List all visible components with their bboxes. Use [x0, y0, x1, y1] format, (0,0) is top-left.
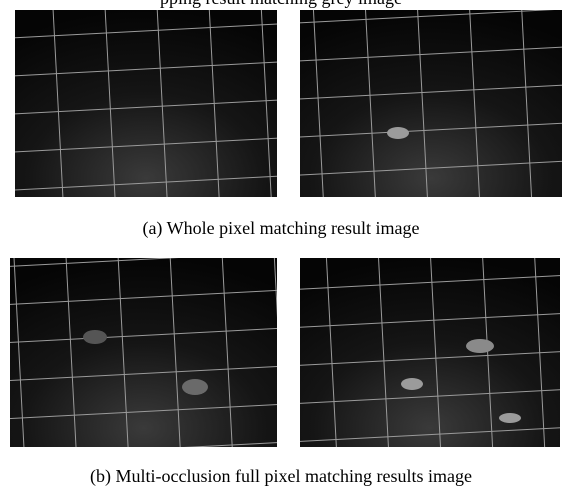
- figure-images: [0, 0, 562, 493]
- image-a2: [300, 10, 562, 197]
- image-b2: [300, 258, 560, 447]
- image-b1: [10, 258, 277, 447]
- page: pping result matching grey image: [0, 0, 562, 493]
- caption-a: (a) Whole pixel matching result image: [0, 218, 562, 239]
- caption-b: (b) Multi-occlusion full pixel matching …: [0, 466, 562, 487]
- image-a1: [15, 10, 277, 197]
